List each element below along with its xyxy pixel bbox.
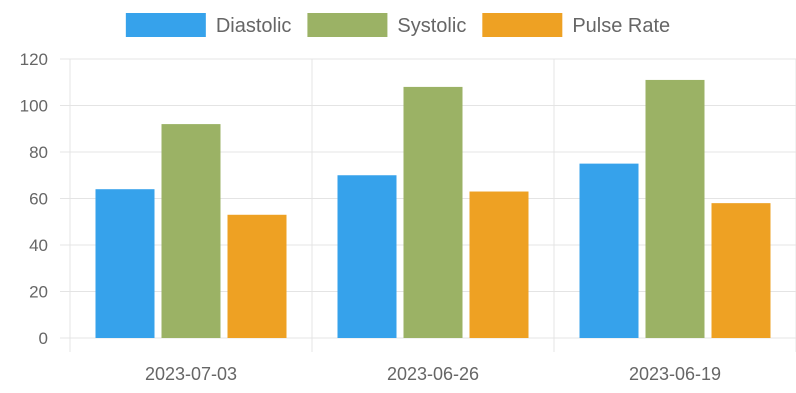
legend-label: Pulse Rate xyxy=(572,15,670,37)
x-tick-label: 2023-06-26 xyxy=(387,364,479,384)
legend-swatch xyxy=(307,13,388,37)
bar-systolic: Systolic 2023-06-26: 108 xyxy=(403,86,463,339)
legend-label: Diastolic xyxy=(216,15,292,37)
bar-pulse-rate: Pulse Rate 2023-07-03: 53 xyxy=(227,214,287,338)
y-tick-label: 0 xyxy=(39,329,48,348)
y-tick-label: 60 xyxy=(29,190,48,209)
legend-label: Systolic xyxy=(397,15,466,37)
bar-diastolic: Diastolic 2023-06-19: 75 xyxy=(579,163,639,338)
bar-pulse-rate: Pulse Rate 2023-06-19: 58 xyxy=(711,203,771,338)
bars: Diastolic 2023-07-03: 64Systolic 2023-07… xyxy=(95,79,771,339)
y-tick-label: 120 xyxy=(20,50,48,69)
y-tick-label: 20 xyxy=(29,283,48,302)
bar-diastolic: Diastolic 2023-07-03: 64 xyxy=(95,189,155,338)
y-tick-label: 40 xyxy=(29,236,48,255)
bar-systolic: Systolic 2023-07-03: 92 xyxy=(161,124,221,338)
legend-swatch xyxy=(125,13,206,37)
x-tick-label: 2023-07-03 xyxy=(145,364,237,384)
x-axis: 2023-07-03 2023-06-26 2023-06-19 xyxy=(145,364,721,384)
legend-swatch xyxy=(482,13,563,37)
bar-diastolic: Diastolic 2023-06-26: 70 xyxy=(337,175,397,338)
bar-systolic: Systolic 2023-06-19: 111 xyxy=(645,79,705,339)
legend-item-diastolic: Diastolic xyxy=(125,13,292,37)
y-tick-label: 100 xyxy=(20,97,48,116)
bar-pulse-rate: Pulse Rate 2023-06-26: 63 xyxy=(469,191,529,338)
legend-item-pulse-rate: Pulse Rate xyxy=(482,13,670,37)
x-tick-label: 2023-06-19 xyxy=(629,364,721,384)
y-axis: 0 20 40 60 80 100 120 xyxy=(20,50,48,348)
legend: Diastolic Systolic Pulse Rate xyxy=(125,13,670,37)
y-tick-label: 80 xyxy=(29,143,48,162)
legend-item-systolic: Systolic xyxy=(307,13,466,37)
